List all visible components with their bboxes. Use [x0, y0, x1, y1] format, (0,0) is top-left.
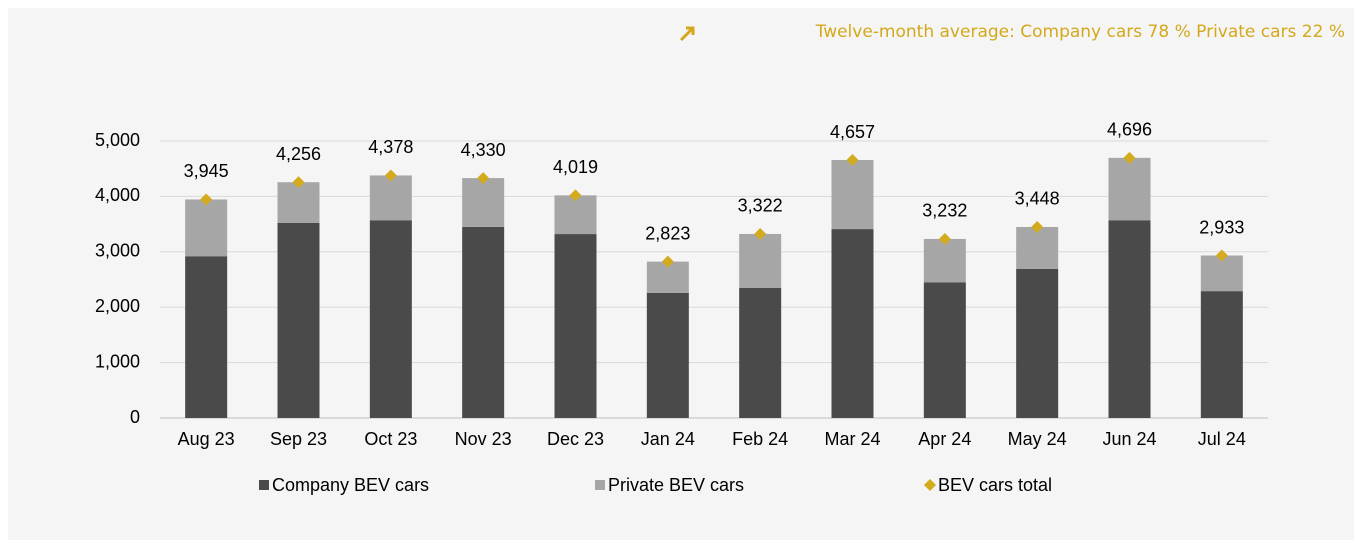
- legend-swatch: [924, 479, 936, 491]
- data-label: 3,945: [184, 161, 229, 181]
- total-marker: [754, 227, 767, 240]
- y-tick-label: 0: [130, 407, 140, 427]
- legend-swatch: [595, 480, 605, 490]
- bar-segment: [554, 195, 597, 235]
- bar-segment: [554, 234, 597, 418]
- data-label: 2,933: [1199, 217, 1244, 237]
- bar-segment: [185, 256, 228, 418]
- data-label: 4,019: [553, 157, 598, 177]
- data-label: 4,378: [368, 137, 413, 157]
- bar-segment: [369, 220, 412, 418]
- bar-segment: [831, 229, 874, 418]
- total-marker: [384, 169, 397, 182]
- bar-segment: [831, 160, 874, 230]
- x-tick-label: Aug 23: [178, 429, 235, 449]
- bar-segment: [1016, 226, 1059, 269]
- x-tick-label: Mar 24: [824, 429, 880, 449]
- trend-arrow-icon: [679, 26, 695, 42]
- bar-segment: [923, 238, 966, 283]
- x-tick-label: Sep 23: [270, 429, 327, 449]
- total-marker: [477, 172, 490, 185]
- x-tick-label: Dec 23: [547, 429, 604, 449]
- bar-segment: [369, 175, 412, 221]
- legend-label: BEV cars total: [938, 475, 1052, 495]
- y-tick-label: 5,000: [95, 130, 140, 150]
- total-marker: [292, 176, 305, 189]
- bar-segment: [923, 282, 966, 418]
- bar-segment: [462, 226, 505, 418]
- total-marker: [846, 154, 859, 167]
- bar-segment: [277, 182, 320, 223]
- data-label: 4,330: [461, 140, 506, 160]
- data-label: 3,232: [922, 201, 967, 221]
- data-label: 4,657: [830, 122, 875, 142]
- x-tick-label: Jan 24: [641, 429, 695, 449]
- data-label: 4,256: [276, 144, 321, 164]
- data-label: 2,823: [645, 223, 690, 243]
- total-marker: [1031, 220, 1044, 233]
- bar-segment: [185, 199, 228, 257]
- total-marker: [1123, 151, 1136, 164]
- x-tick-label: Jun 24: [1102, 429, 1156, 449]
- x-tick-label: Nov 23: [455, 429, 512, 449]
- total-marker: [569, 189, 582, 202]
- bar-segment: [1200, 291, 1243, 418]
- total-marker: [938, 232, 951, 245]
- legend-swatch: [259, 480, 269, 490]
- data-label: 3,322: [738, 196, 783, 216]
- x-tick-label: Oct 23: [364, 429, 417, 449]
- total-marker: [200, 193, 213, 206]
- data-label: 3,448: [1015, 189, 1060, 209]
- total-marker: [661, 255, 674, 268]
- bar-segment: [1108, 157, 1151, 221]
- y-tick-label: 2,000: [95, 296, 140, 316]
- bar-segment: [1016, 268, 1059, 418]
- bar-segment: [646, 292, 689, 418]
- y-tick-label: 4,000: [95, 185, 140, 205]
- x-tick-label: Jul 24: [1198, 429, 1246, 449]
- total-marker: [1215, 249, 1228, 262]
- x-tick-label: Feb 24: [732, 429, 788, 449]
- bar-segment: [462, 178, 505, 227]
- y-tick-label: 1,000: [95, 351, 140, 371]
- bar-segment: [739, 287, 782, 418]
- y-tick-label: 3,000: [95, 241, 140, 261]
- bar-segment: [739, 233, 782, 288]
- legend-label: Private BEV cars: [608, 475, 744, 495]
- legend-label: Company BEV cars: [272, 475, 429, 495]
- x-tick-label: May 24: [1008, 429, 1067, 449]
- chart-title: Twelve-month average: Company cars 78 % …: [815, 22, 1345, 42]
- bar-segment: [1108, 220, 1151, 418]
- data-label: 4,696: [1107, 120, 1152, 140]
- x-tick-label: Apr 24: [918, 429, 971, 449]
- bar-segment: [277, 222, 320, 418]
